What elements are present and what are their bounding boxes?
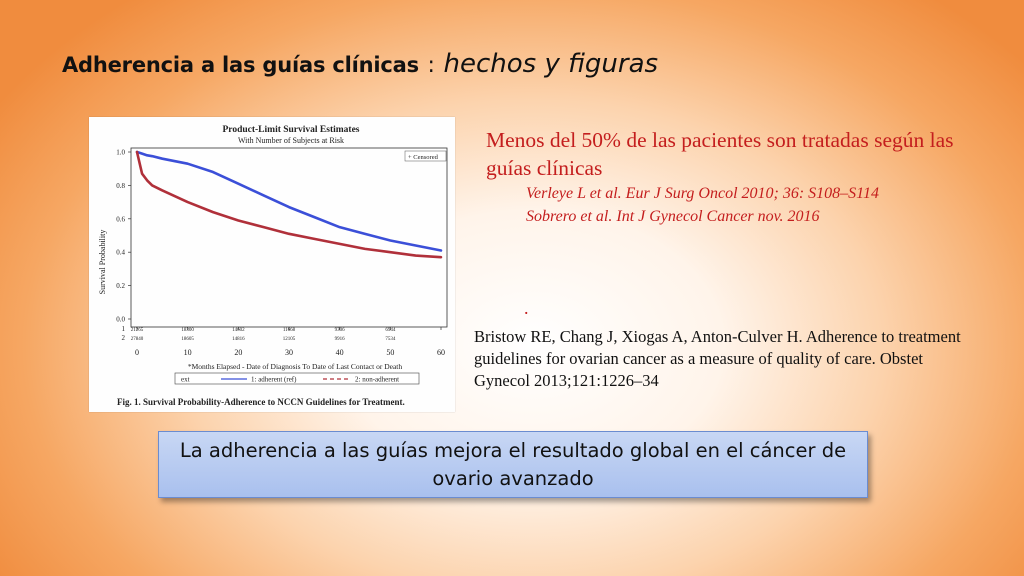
survival-chart: Product-Limit Survival Estimates With Nu… xyxy=(98,125,448,407)
x-tick-label: 0 xyxy=(135,348,139,357)
y-tick-label: 0.4 xyxy=(116,249,125,257)
legend-box xyxy=(404,150,447,162)
risk-row-label: 1 xyxy=(122,325,126,333)
risk-count: 9916 xyxy=(335,337,346,342)
citation-bristow: Bristow RE, Chang J, Xiogas A, Anton-Cul… xyxy=(474,327,961,390)
chart-subtitle: With Number of Subjects at Risk xyxy=(238,136,344,145)
y-tick-label: 0.0 xyxy=(116,316,125,324)
legend-censored: + Censored xyxy=(404,150,447,162)
risk-count: 6944 xyxy=(385,328,396,333)
reference-verleye: Verleye L et al. Eur J Surg Oncol 2010; … xyxy=(526,185,879,202)
x-tick-label: 60 xyxy=(437,348,445,357)
line-key-adherent: 1: adherent (ref) xyxy=(251,376,297,384)
figure-caption: Fig. 1. Survival Probability-Adherence t… xyxy=(117,397,405,407)
series-line-non-adherent xyxy=(135,150,443,259)
title-separator: : xyxy=(427,53,435,78)
risk-row-label: 2 xyxy=(122,334,126,342)
x-tick-label: 10 xyxy=(184,348,192,357)
risk-count: 11668 xyxy=(283,328,296,333)
risk-count: 14602 xyxy=(232,328,245,333)
reference-sobrero: Sobrero et al. Int J Gynecol Cancer nov.… xyxy=(526,208,820,225)
line-key-box xyxy=(174,372,420,385)
legend-censored-label: + Censored xyxy=(408,154,439,161)
slide-title: Adherencia a las guías clínicas : hechos… xyxy=(62,48,658,79)
x-tick-label: 40 xyxy=(336,348,344,357)
x-tick-label: 20 xyxy=(234,348,242,357)
main-point: Menos del 50% de las pacientes son trata… xyxy=(486,128,954,180)
x-axis-label: *Months Elapsed - Date of Diagnosis To D… xyxy=(188,362,403,371)
risk-count: 18300 xyxy=(181,328,194,333)
risk-count: 21265 xyxy=(131,328,144,333)
title-italic: hechos y figuras xyxy=(443,49,659,79)
line-key: ext 1: adherent (ref) 2: non-adherent xyxy=(174,372,420,385)
risk-count: 27840 xyxy=(131,337,144,342)
risk-count: 7534 xyxy=(385,337,396,342)
title-bold: Adherencia a las guías clínicas xyxy=(62,53,419,77)
x-tick-label: 50 xyxy=(386,348,394,357)
x-tick-label: 30 xyxy=(285,348,293,357)
risk-count: 12105 xyxy=(283,337,296,342)
y-tick-label: 0.6 xyxy=(116,215,125,223)
conclusion-box: La adherencia a las guías mejora el resu… xyxy=(158,431,868,498)
risk-count: 14816 xyxy=(232,337,245,342)
risk-count: 9306 xyxy=(335,328,346,333)
chart-title: Product-Limit Survival Estimates xyxy=(222,125,359,135)
y-tick-label: 0.2 xyxy=(116,282,125,290)
survival-figure: Product-Limit Survival Estimates With Nu… xyxy=(89,117,455,412)
line-key-non-adherent: 2: non-adherent xyxy=(355,376,399,384)
y-axis-label: Survival Probability xyxy=(98,230,107,295)
series-line-adherent xyxy=(135,150,443,252)
plot-frame xyxy=(130,147,448,328)
y-tick-label: 0.8 xyxy=(116,182,125,190)
conclusion-text: La adherencia a las guías mejora el resu… xyxy=(179,439,847,490)
risk-count: 18605 xyxy=(181,337,194,342)
line-key-label: ext xyxy=(181,376,190,384)
y-tick-label: 1.0 xyxy=(116,149,125,157)
stray-mark: . xyxy=(524,298,529,318)
